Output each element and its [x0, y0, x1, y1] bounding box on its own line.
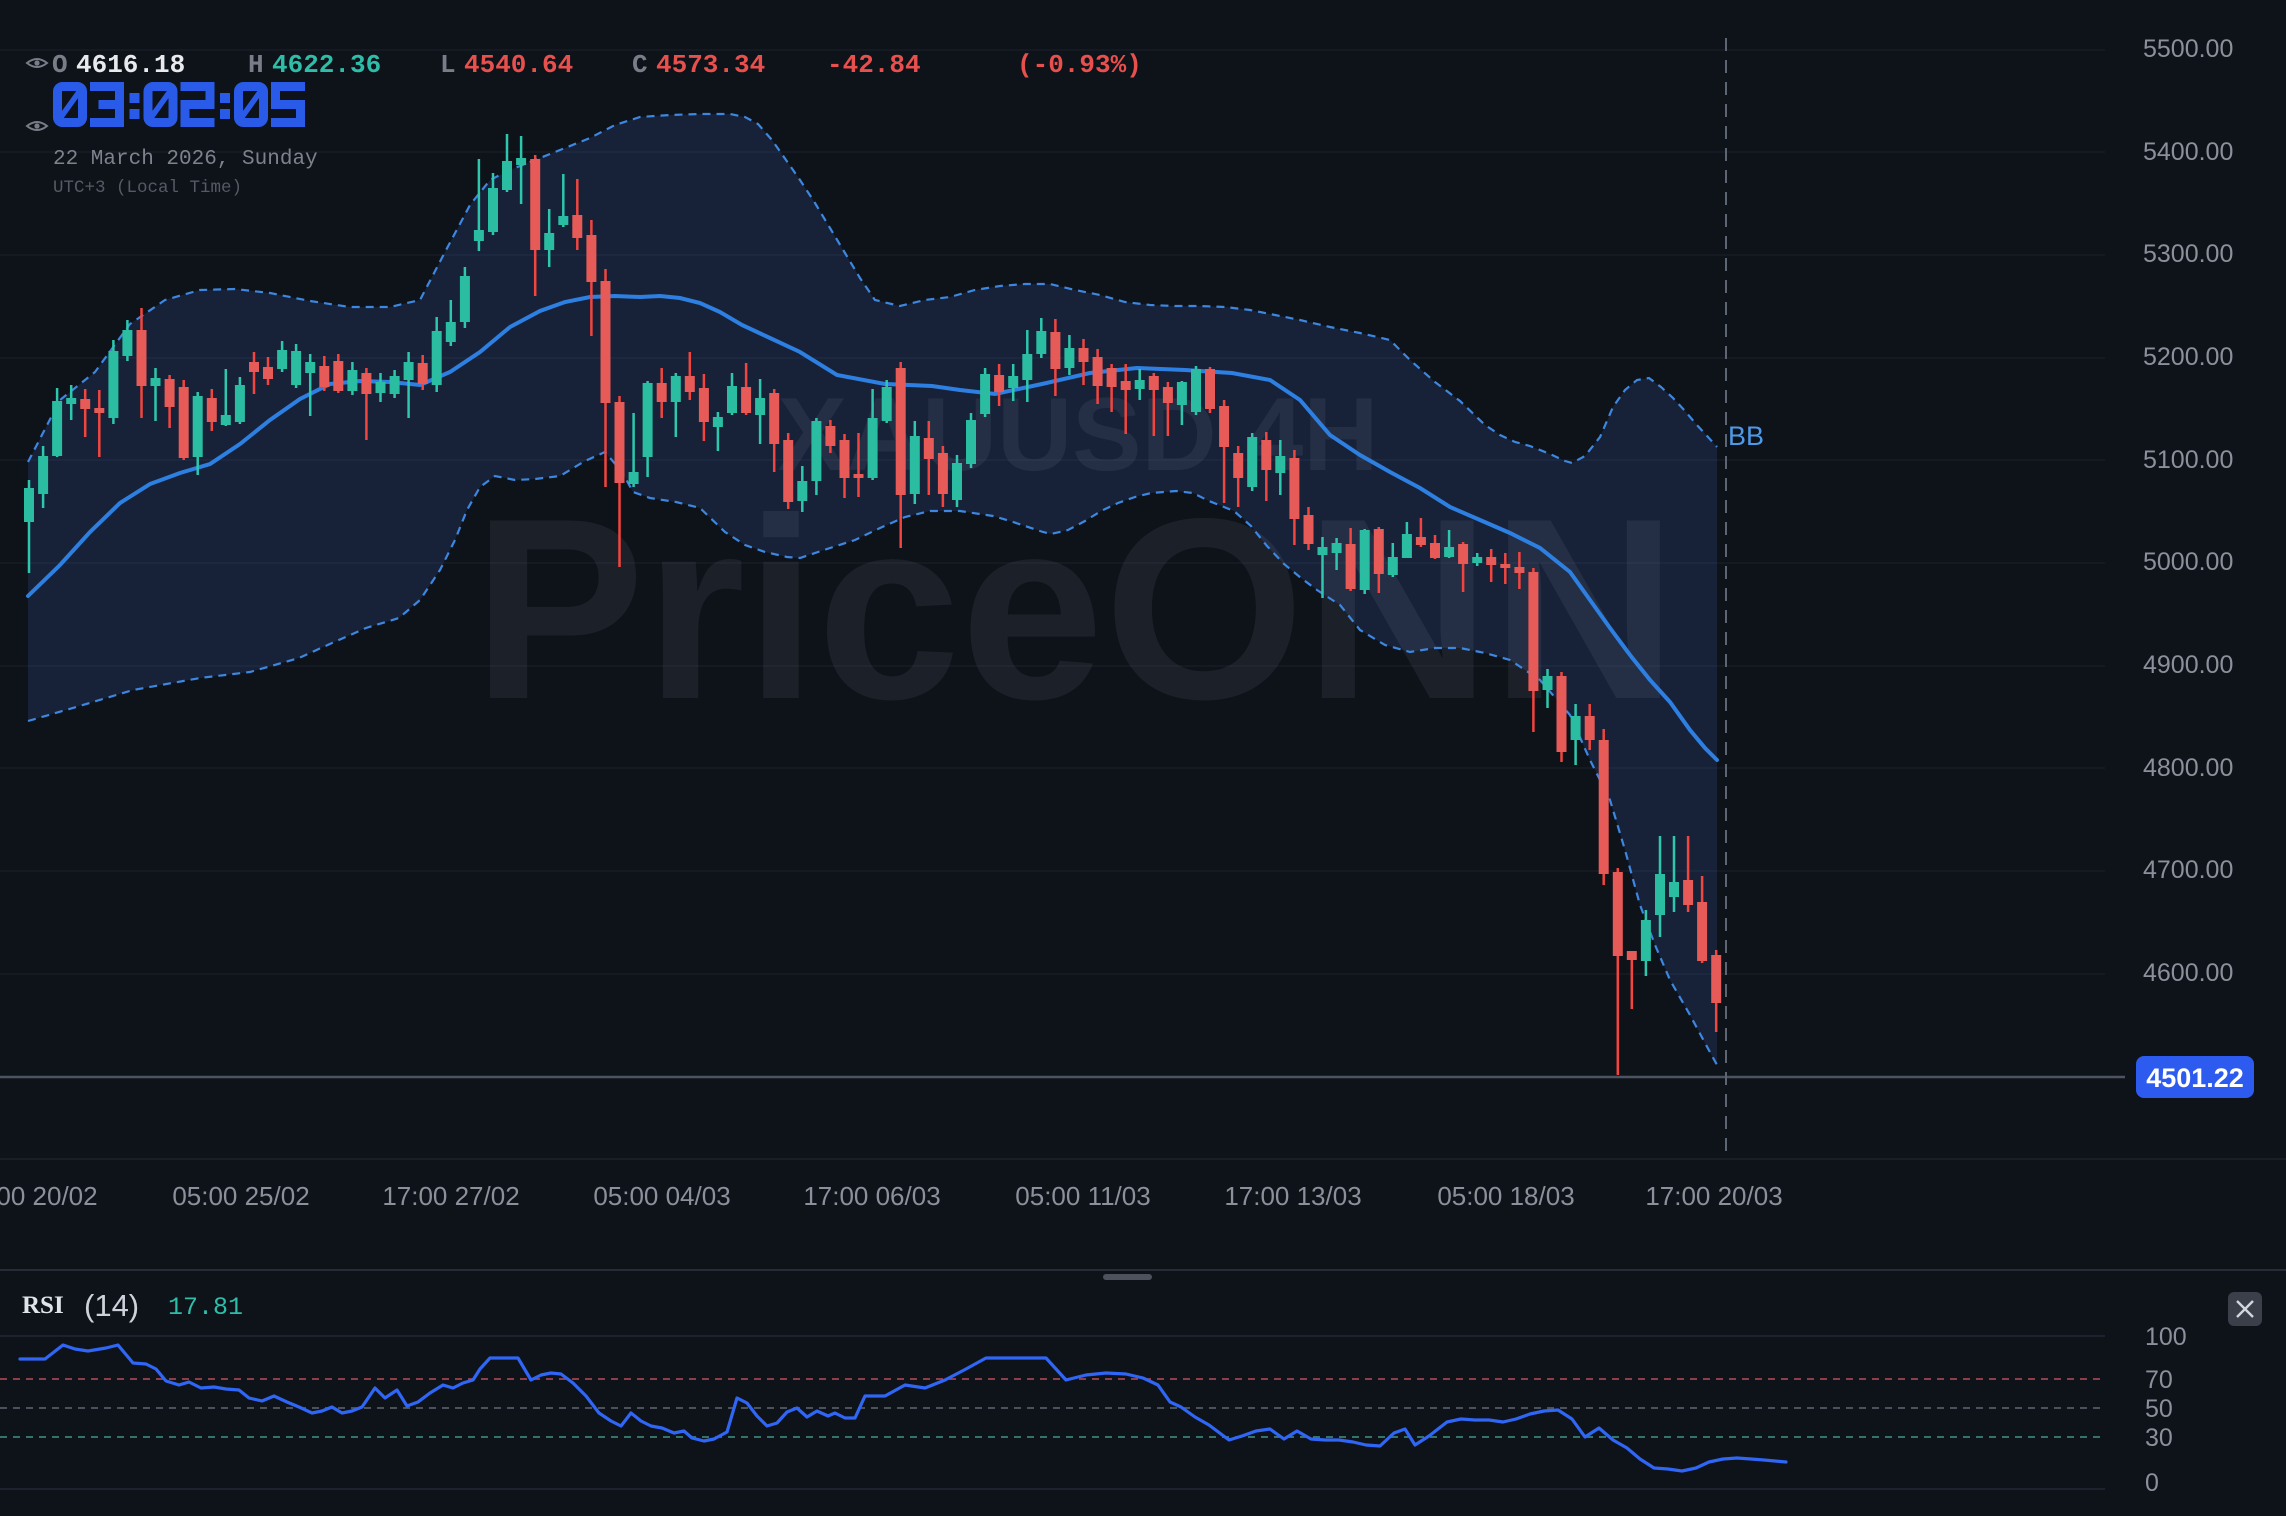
- svg-text:17:00 06/03: 17:00 06/03: [803, 1181, 940, 1211]
- svg-text:UTC+3 (Local Time): UTC+3 (Local Time): [53, 178, 242, 198]
- svg-text:C: C: [632, 50, 648, 80]
- svg-text:30: 30: [2145, 1424, 2173, 1452]
- svg-text:5500.00: 5500.00: [2143, 35, 2233, 63]
- svg-text:4540.64: 4540.64: [464, 50, 573, 80]
- svg-text:(14): (14): [84, 1288, 139, 1323]
- svg-text:4622.36: 4622.36: [272, 50, 381, 80]
- svg-text:22 March 2026, Sunday: 22 March 2026, Sunday: [53, 148, 318, 171]
- svg-text:5000.00: 5000.00: [2143, 548, 2233, 576]
- svg-text:5400.00: 5400.00: [2143, 138, 2233, 166]
- svg-text:17.81: 17.81: [168, 1293, 243, 1322]
- svg-text:17:00 13/03: 17:00 13/03: [1224, 1181, 1361, 1211]
- svg-text:H: H: [248, 50, 264, 80]
- svg-text:L: L: [440, 50, 456, 80]
- svg-text:-42.84: -42.84: [827, 50, 921, 80]
- svg-text:O: O: [52, 50, 68, 80]
- svg-text:BB: BB: [1728, 421, 1764, 451]
- svg-text:05:00 11/03: 05:00 11/03: [1015, 1181, 1150, 1211]
- svg-text:4800.00: 4800.00: [2143, 754, 2233, 782]
- svg-text:70: 70: [2145, 1366, 2173, 1394]
- svg-text:5100.00: 5100.00: [2143, 446, 2233, 474]
- svg-text:(-0.93%): (-0.93%): [1017, 50, 1142, 80]
- svg-text:05:00 18/03: 05:00 18/03: [1437, 1181, 1574, 1211]
- svg-text:50: 50: [2145, 1395, 2173, 1423]
- svg-text:PriceONN: PriceONN: [473, 464, 1677, 753]
- svg-text:100: 100: [2145, 1323, 2187, 1351]
- svg-text:4616.18: 4616.18: [76, 50, 185, 80]
- svg-text:0: 0: [2145, 1469, 2159, 1497]
- svg-text:05:00 25/02: 05:00 25/02: [172, 1181, 309, 1211]
- svg-text:4501.22: 4501.22: [2146, 1063, 2244, 1093]
- svg-text:00 20/02: 00 20/02: [0, 1181, 98, 1211]
- svg-text:XAUUSD 4H: XAUUSD 4H: [778, 377, 1379, 493]
- svg-text:5300.00: 5300.00: [2143, 240, 2233, 268]
- svg-text:4700.00: 4700.00: [2143, 856, 2233, 884]
- svg-text:17:00 20/03: 17:00 20/03: [1645, 1181, 1782, 1211]
- svg-text:4900.00: 4900.00: [2143, 651, 2233, 679]
- svg-text:05:00 04/03: 05:00 04/03: [593, 1181, 730, 1211]
- svg-text:17:00 27/02: 17:00 27/02: [382, 1181, 519, 1211]
- svg-text:RSI: RSI: [22, 1292, 64, 1319]
- svg-text:4600.00: 4600.00: [2143, 959, 2233, 987]
- svg-text:5200.00: 5200.00: [2143, 343, 2233, 371]
- svg-text:4573.34: 4573.34: [656, 50, 765, 80]
